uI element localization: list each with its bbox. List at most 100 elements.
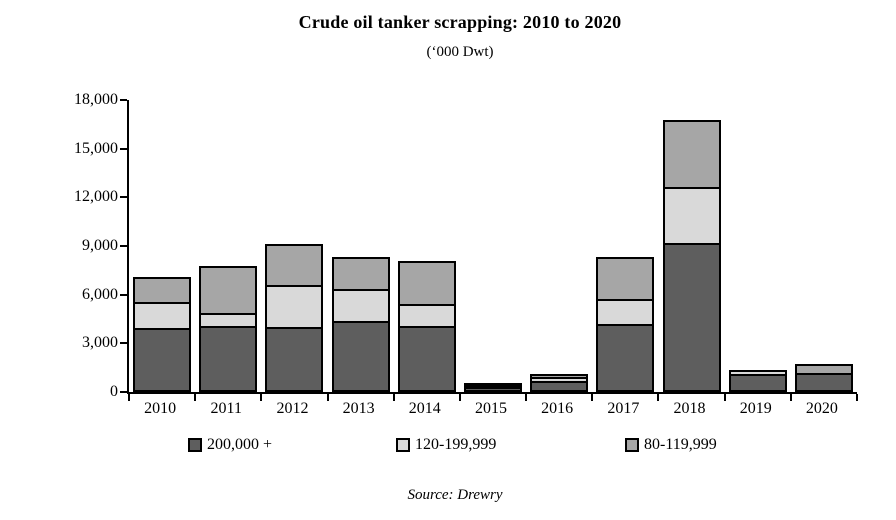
bar-2015 bbox=[463, 383, 522, 392]
x-axis-tick bbox=[260, 394, 263, 401]
bar-cell bbox=[261, 100, 327, 392]
bar-2018 bbox=[662, 120, 721, 392]
bar-segment bbox=[662, 120, 721, 190]
x-tick-label: 2011 bbox=[210, 400, 242, 417]
x-axis-tick bbox=[723, 394, 726, 401]
bar-cell bbox=[394, 100, 460, 392]
legend-item: 120-199,999 bbox=[396, 436, 496, 454]
x-tick-label: 2018 bbox=[673, 400, 706, 417]
chart-subtitle: (‘000 Dwt) bbox=[426, 44, 494, 60]
y-tick-label: 15,000 bbox=[74, 139, 118, 157]
y-axis-tick bbox=[120, 245, 127, 247]
legend-label: 200,000 + bbox=[207, 436, 273, 453]
bar-cell bbox=[129, 100, 195, 392]
y-tick-label: 18,000 bbox=[74, 91, 118, 108]
plot-area bbox=[120, 99, 858, 401]
bar-segment bbox=[133, 302, 192, 330]
bar-segment bbox=[794, 372, 853, 392]
bar-segment bbox=[331, 288, 390, 323]
bar-segment bbox=[596, 256, 655, 302]
x-tick-label: 2010 bbox=[144, 400, 177, 417]
y-axis-labels: 0 3,000 6,000 9,000 12,000 15,000 18,000 bbox=[0, 91, 118, 400]
bar-segment bbox=[596, 323, 655, 392]
x-axis-tick bbox=[392, 394, 395, 401]
y-axis-tick bbox=[120, 342, 127, 345]
y-tick-label: 12,000 bbox=[74, 188, 118, 206]
x-axis-labels: 2010 2011 2012 2013 2014 2015 2016 2017 2018 2019… bbox=[127, 399, 855, 419]
bar-cell bbox=[658, 100, 724, 392]
bar-2010 bbox=[133, 276, 192, 392]
x-tick-label: 2012 bbox=[276, 400, 309, 417]
x-axis-tick bbox=[194, 394, 197, 401]
x-tick-label: 2015 bbox=[474, 400, 507, 417]
bar-2016 bbox=[530, 374, 589, 392]
x-axis-tick bbox=[458, 394, 461, 401]
bar-segment bbox=[530, 381, 589, 392]
bar-segment bbox=[199, 326, 258, 392]
x-tick-label: 2017 bbox=[607, 400, 640, 417]
legend-swatch bbox=[396, 438, 410, 452]
bar-cell bbox=[195, 100, 261, 392]
x-axis-tick bbox=[657, 394, 660, 401]
bar-cell bbox=[328, 100, 394, 392]
x-tick-label: 2020 bbox=[805, 400, 838, 417]
y-axis-tick bbox=[120, 196, 127, 199]
x-tick-label: 2014 bbox=[408, 400, 441, 417]
legend-label: 80-119,999 bbox=[644, 436, 717, 453]
bar-segment bbox=[133, 276, 192, 305]
bar-2014 bbox=[397, 261, 456, 392]
y-axis-tick bbox=[120, 293, 127, 296]
y-tick-label: 3,000 bbox=[82, 334, 118, 352]
bar-cell bbox=[460, 100, 526, 392]
x-tick-label: 2016 bbox=[541, 400, 574, 417]
x-axis-tick bbox=[128, 394, 130, 401]
y-tick-label: 0 bbox=[110, 383, 118, 400]
bar-segment bbox=[199, 266, 258, 315]
bar-2020 bbox=[794, 364, 853, 392]
bar-segment bbox=[331, 256, 390, 291]
bar-cell bbox=[592, 100, 658, 392]
y-axis-tick bbox=[120, 147, 127, 150]
x-axis-tick bbox=[591, 394, 594, 401]
bar-segment bbox=[463, 387, 522, 392]
bar-segment bbox=[265, 327, 324, 392]
chart-title: Crude oil tanker scrapping: 2010 to 2020 bbox=[298, 12, 622, 32]
bar-segment bbox=[397, 261, 456, 306]
bar-2012 bbox=[265, 244, 324, 392]
bar-segment bbox=[397, 303, 456, 328]
legend-item: 80-119,999 bbox=[625, 436, 717, 454]
x-tick-label: 2013 bbox=[342, 400, 375, 417]
y-tick-label: 9,000 bbox=[82, 237, 118, 254]
x-axis-tick bbox=[525, 394, 528, 401]
y-tick-label: 6,000 bbox=[82, 285, 118, 303]
y-axis-tick bbox=[120, 391, 127, 393]
bar-cell bbox=[725, 100, 791, 392]
x-axis-tick bbox=[856, 394, 858, 401]
bar-segment bbox=[728, 374, 787, 392]
bar-2013 bbox=[331, 256, 390, 392]
legend-swatch bbox=[625, 438, 639, 452]
legend-swatch bbox=[188, 438, 202, 452]
bar-segment bbox=[265, 244, 324, 288]
x-axis-tick bbox=[326, 394, 329, 401]
bar-segment bbox=[133, 327, 192, 392]
legend-label: 120-199,999 bbox=[415, 436, 497, 453]
bar-2019 bbox=[728, 370, 787, 392]
x-tick-label: 2019 bbox=[739, 400, 772, 417]
y-axis-tick bbox=[120, 99, 127, 101]
bar-segment bbox=[331, 320, 390, 392]
bar-cell bbox=[791, 100, 857, 392]
bar-cell bbox=[526, 100, 592, 392]
legend-item: 200,000 + bbox=[188, 436, 272, 454]
bar-segment bbox=[662, 187, 721, 245]
x-axis-tick bbox=[789, 394, 792, 401]
bar-segment bbox=[662, 242, 721, 392]
bar-segment bbox=[265, 285, 324, 330]
bar-2011 bbox=[199, 266, 258, 392]
bar-2017 bbox=[596, 256, 655, 392]
bar-segment bbox=[397, 325, 456, 392]
bar-segment bbox=[596, 299, 655, 326]
source-note: Source: Drewry bbox=[407, 487, 503, 503]
